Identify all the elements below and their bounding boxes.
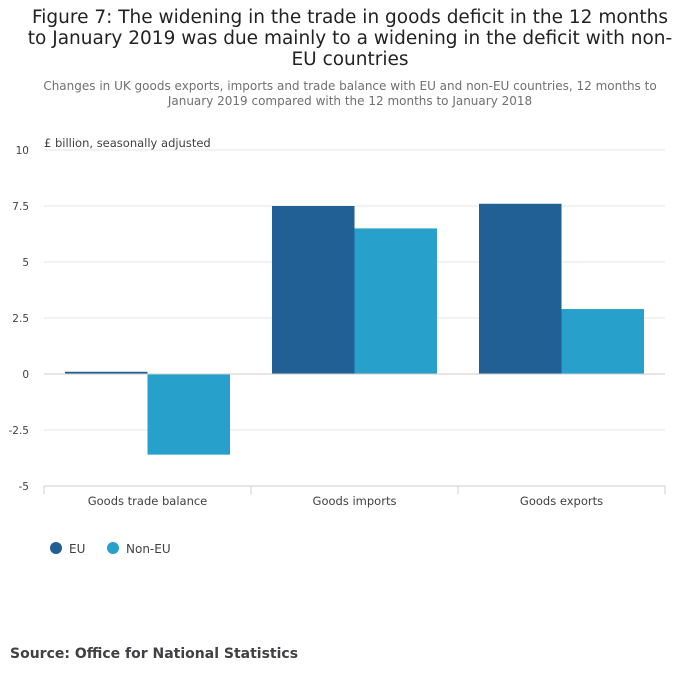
y-tick-label: 2.5 [12, 313, 29, 325]
x-category-label: Goods exports [520, 494, 603, 508]
y-axis-label: £ billion, seasonally adjusted [44, 136, 211, 150]
legend-marker-non-eu [107, 542, 119, 554]
bar-eu [65, 371, 148, 374]
legend-marker-eu [50, 542, 62, 554]
bar-eu [272, 206, 355, 374]
y-tick-label: 5 [22, 257, 29, 269]
chart-subtitle: Changes in UK goods exports, imports and… [43, 79, 657, 108]
y-tick-label: 10 [16, 145, 29, 157]
y-tick-label: -5 [19, 481, 29, 493]
y-tick-label: -2.5 [9, 425, 30, 437]
chart-title: Figure 7: The widening in the trade in g… [27, 7, 673, 70]
legend-label-eu: EU [69, 542, 85, 556]
y-tick-label: 7.5 [12, 201, 29, 213]
source-note: Source: Office for National Statistics [10, 646, 299, 662]
bar-non-eu [354, 228, 437, 374]
x-category-label: Goods imports [313, 494, 397, 508]
bar-non-eu [561, 309, 644, 374]
bar-eu [479, 203, 562, 374]
x-category-label: Goods trade balance [88, 494, 208, 508]
bar-non-eu [147, 374, 230, 455]
y-tick-label: 0 [22, 369, 29, 381]
bar-chart: -5 -2.5 0 2.5 5 7.5 10 £ billion, seasonally ad… [9, 136, 666, 556]
legend-label-non-eu: Non-EU [126, 542, 171, 556]
